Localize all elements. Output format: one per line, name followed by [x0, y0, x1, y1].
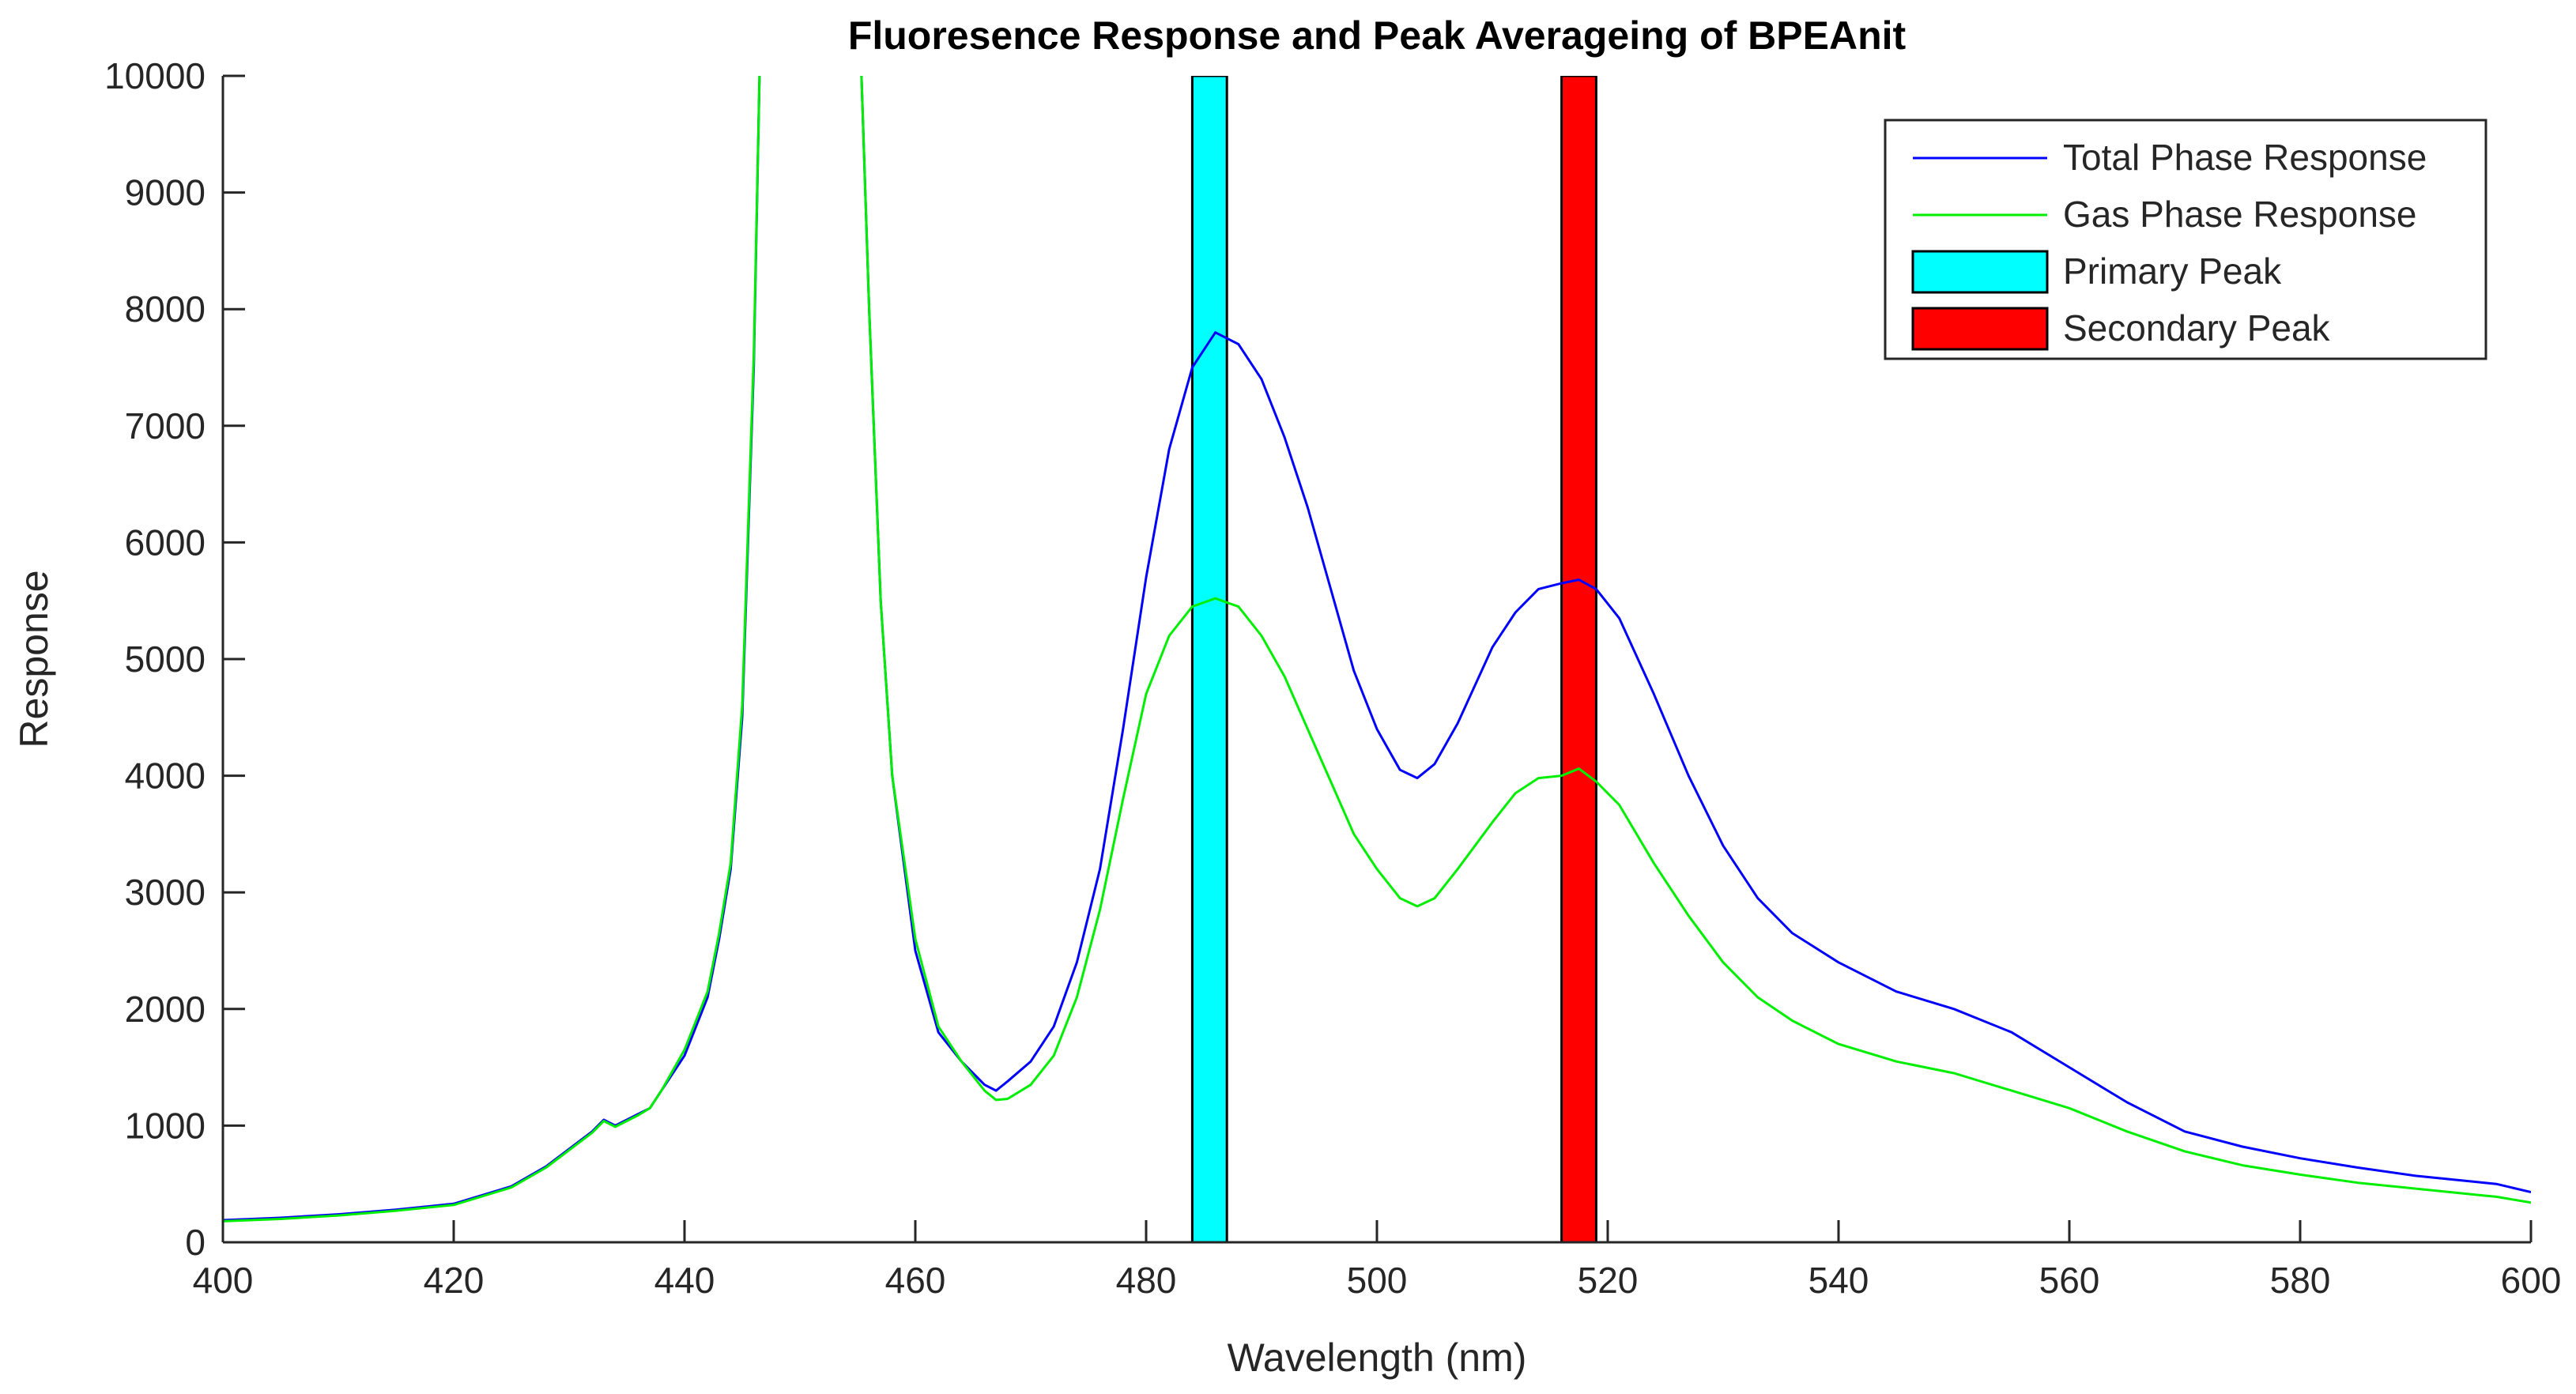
- x-tick-label: 500: [1347, 1260, 1408, 1301]
- y-axis-label: Response: [12, 570, 56, 748]
- x-axis-label: Wavelength (nm): [1228, 1336, 1527, 1380]
- y-tick-label: 9000: [125, 172, 206, 213]
- legend-label-primary-peak: Primary Peak: [2063, 251, 2282, 292]
- legend: Total Phase Response Gas Phase Response …: [1884, 119, 2487, 360]
- y-tick-label: 2000: [125, 989, 206, 1030]
- y-tick-label: 0: [185, 1222, 206, 1263]
- x-tick-label: 520: [1578, 1260, 1639, 1301]
- x-tick-label: 440: [654, 1260, 715, 1301]
- legend-label-gas-phase: Gas Phase Response: [2063, 194, 2417, 235]
- x-tick-label: 400: [193, 1260, 254, 1301]
- legend-label-secondary-peak: Secondary Peak: [2063, 307, 2331, 348]
- x-tick-label: 420: [424, 1260, 485, 1301]
- x-tick-label: 560: [2039, 1260, 2100, 1301]
- y-tick-label: 8000: [125, 288, 206, 330]
- series-line-gas-phase-response: [223, 76, 2531, 1223]
- y-tick-label: 7000: [125, 405, 206, 446]
- axes: 400 420 440 460 480 500 520 540 560 580 6000100020…: [104, 55, 2561, 1301]
- y-tick-label: 4000: [125, 755, 206, 797]
- x-tick-label: 460: [885, 1260, 946, 1301]
- chart-title: Fluoresence Response and Peak Averageing…: [848, 13, 1907, 58]
- x-tick-label: 480: [1116, 1260, 1177, 1301]
- y-tick-label: 5000: [125, 639, 206, 680]
- y-tick-label: 10000: [104, 55, 206, 96]
- legend-swatch-primary-peak: [1911, 250, 2049, 294]
- x-tick-label: 540: [1808, 1260, 1869, 1301]
- band-primary-peak: [1190, 76, 1228, 1242]
- legend-label-total-phase: Total Phase Response: [2063, 137, 2427, 178]
- peak-bands: [1190, 76, 1597, 1242]
- legend-swatch-secondary-peak: [1911, 307, 2049, 351]
- y-tick-label: 6000: [125, 522, 206, 563]
- y-tick-label: 1000: [125, 1105, 206, 1146]
- x-tick-label: 600: [2501, 1260, 2562, 1301]
- x-tick-label: 580: [2270, 1260, 2331, 1301]
- y-tick-label: 3000: [125, 872, 206, 913]
- band-secondary-peak: [1560, 76, 1597, 1242]
- series-lines: [223, 76, 2531, 1223]
